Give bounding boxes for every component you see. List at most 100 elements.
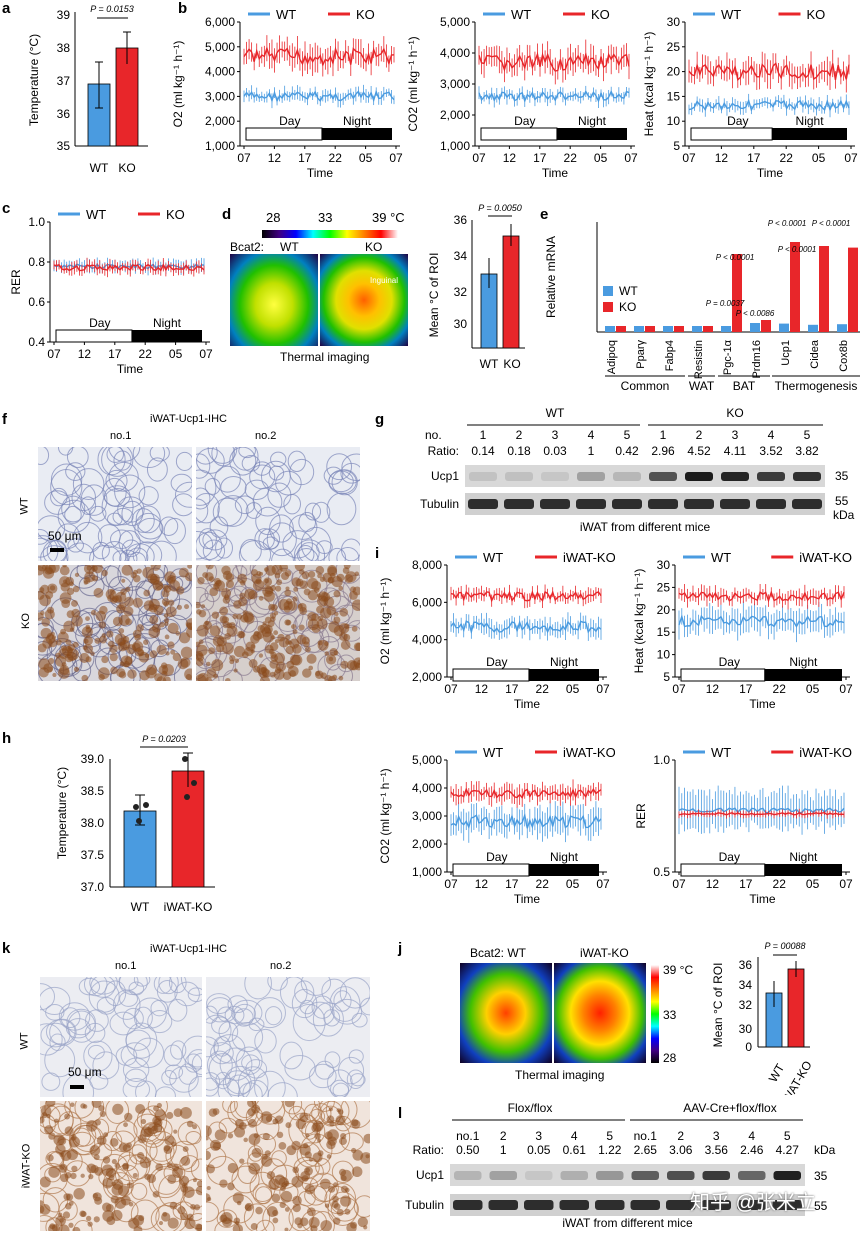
adipocyte <box>38 528 50 545</box>
y-tick-label: 10 <box>667 114 681 128</box>
ucp1-stain <box>346 1222 357 1231</box>
adipocyte <box>65 462 86 481</box>
mw-label: 55 <box>814 1199 828 1213</box>
tubulin-band <box>648 499 678 509</box>
adipocyte <box>254 1070 286 1097</box>
ucp1-stain <box>167 641 175 649</box>
adipocyte <box>107 512 123 526</box>
ucp1-stain <box>248 1162 261 1175</box>
y-axis-label: O2 (ml kg⁻¹ h⁻¹) <box>171 41 185 128</box>
panel-k: k iWAT-Ucp1-IHC no.1 no.2 WT iWAT-KO 50 … <box>0 935 370 1231</box>
ucp1-stain <box>340 1195 352 1207</box>
ucp1-stain <box>315 670 324 679</box>
adipocyte <box>207 1050 233 1080</box>
p-value: P < 0.0001 <box>768 219 807 228</box>
y-tick-label: 2,000 <box>412 837 442 851</box>
day-label: Day <box>727 114 748 128</box>
ucp1-stain <box>251 569 258 577</box>
adipocyte <box>210 1042 234 1065</box>
adipocyte <box>108 447 141 462</box>
ucp1-stain <box>178 567 189 578</box>
ucp1-stain <box>59 1218 64 1223</box>
ucp1-stain <box>247 1108 256 1117</box>
y-ticks: 39 38 37 36 35 <box>57 8 71 153</box>
ucp1-stain <box>291 577 301 587</box>
ucp1-stain <box>167 622 179 634</box>
tick-label: 32 <box>739 998 753 1012</box>
adipocyte <box>66 1008 96 1036</box>
ucp1-stain <box>182 1146 189 1153</box>
bar-wt <box>663 326 673 332</box>
ucp1-stain <box>363 1225 368 1230</box>
legend-label: iWAT-KO <box>563 550 615 565</box>
ucp1-stain <box>47 583 58 594</box>
ucp1-stain <box>73 666 80 673</box>
ratio-value: 3.82 <box>795 444 819 458</box>
adipocyte <box>275 470 302 496</box>
timeseries-chart-rer: WT KO 0.4 0.6 0.8 1.0 07 12 17 22 05 07 Time RER Day Ni… <box>9 207 213 376</box>
night-label: Night <box>789 655 818 669</box>
y-tick-label: 0.6 <box>28 295 45 309</box>
adipocyte <box>206 1014 232 1047</box>
ucp1-stain <box>336 1208 344 1216</box>
adipocyte <box>118 977 148 996</box>
ucp1-stain <box>320 607 332 619</box>
scale-bar <box>50 548 64 552</box>
x-tick-label: 07 <box>839 682 853 696</box>
adipocyte <box>244 977 272 1000</box>
ratio-label: Ratio: <box>413 1143 444 1157</box>
adipocyte <box>202 529 228 551</box>
no-label: no. <box>425 428 442 442</box>
adipocyte <box>173 658 192 681</box>
timeseries-chart-o2-iwat: WT iWAT-KO 2,000 4,000 6,000 8,000 07 12 17 22 05 0… <box>378 550 616 711</box>
ucp1-stain <box>122 1163 129 1170</box>
adipocyte <box>333 990 352 1012</box>
adipocyte <box>130 1182 148 1200</box>
adipocyte <box>196 669 220 681</box>
ucp1-stain <box>269 642 279 651</box>
ucp1-stain <box>70 1134 77 1141</box>
ucp1-stain <box>327 1136 337 1146</box>
series-line-wt <box>678 807 845 814</box>
lane-number: 4 <box>571 1129 578 1143</box>
ucp1-band <box>560 1171 588 1180</box>
ucp1-stain <box>273 610 279 616</box>
ucp1-stain <box>64 1126 74 1136</box>
ucp1-stain <box>273 630 279 636</box>
tubulin-band <box>772 1200 802 1210</box>
adipocyte <box>64 1160 91 1187</box>
ucp1-stain <box>285 645 295 655</box>
legend-label: KO <box>619 300 636 314</box>
ucp1-stain <box>233 1126 246 1138</box>
x-tick-label: 05 <box>594 151 608 165</box>
lane-number: 2 <box>696 428 703 442</box>
legend-label: iWAT-KO <box>799 550 852 565</box>
ratio-value: 0.18 <box>507 444 531 458</box>
p-value: P < 0.0001 <box>716 253 755 262</box>
ratio-value: 0.03 <box>543 444 567 458</box>
color-scale-bar <box>262 230 398 238</box>
timeseries-chart-co2: WT KO 1,000 2,000 3,000 4,000 5,000 07 12 17 22 05 0… <box>406 7 638 180</box>
x-axis-label: Time <box>514 697 541 711</box>
ucp1-stain <box>222 642 234 655</box>
x-tick-label: 05 <box>169 347 183 361</box>
ucp1-stain <box>284 589 292 597</box>
tick-label: 38.0 <box>81 816 105 830</box>
x-tick-label: 12 <box>503 151 517 165</box>
ucp1-stain <box>60 1173 69 1183</box>
y-tick-label: 5 <box>663 670 670 684</box>
series-line-ko <box>53 263 205 272</box>
adipocyte <box>85 1009 109 1032</box>
ucp1-stain <box>91 1101 102 1109</box>
series-line-wt <box>688 98 850 112</box>
adipocyte <box>83 1040 113 1072</box>
ucp1-stain <box>83 644 94 654</box>
ucp1-stain <box>258 595 264 601</box>
tubulin-band <box>684 499 714 509</box>
ucp1-stain <box>90 609 97 616</box>
ucp1-stain <box>317 1138 322 1143</box>
adipocyte <box>131 508 155 533</box>
lane-number: 3 <box>535 1129 542 1143</box>
group-label: WT <box>480 357 499 371</box>
tubulin-band <box>524 1200 554 1210</box>
